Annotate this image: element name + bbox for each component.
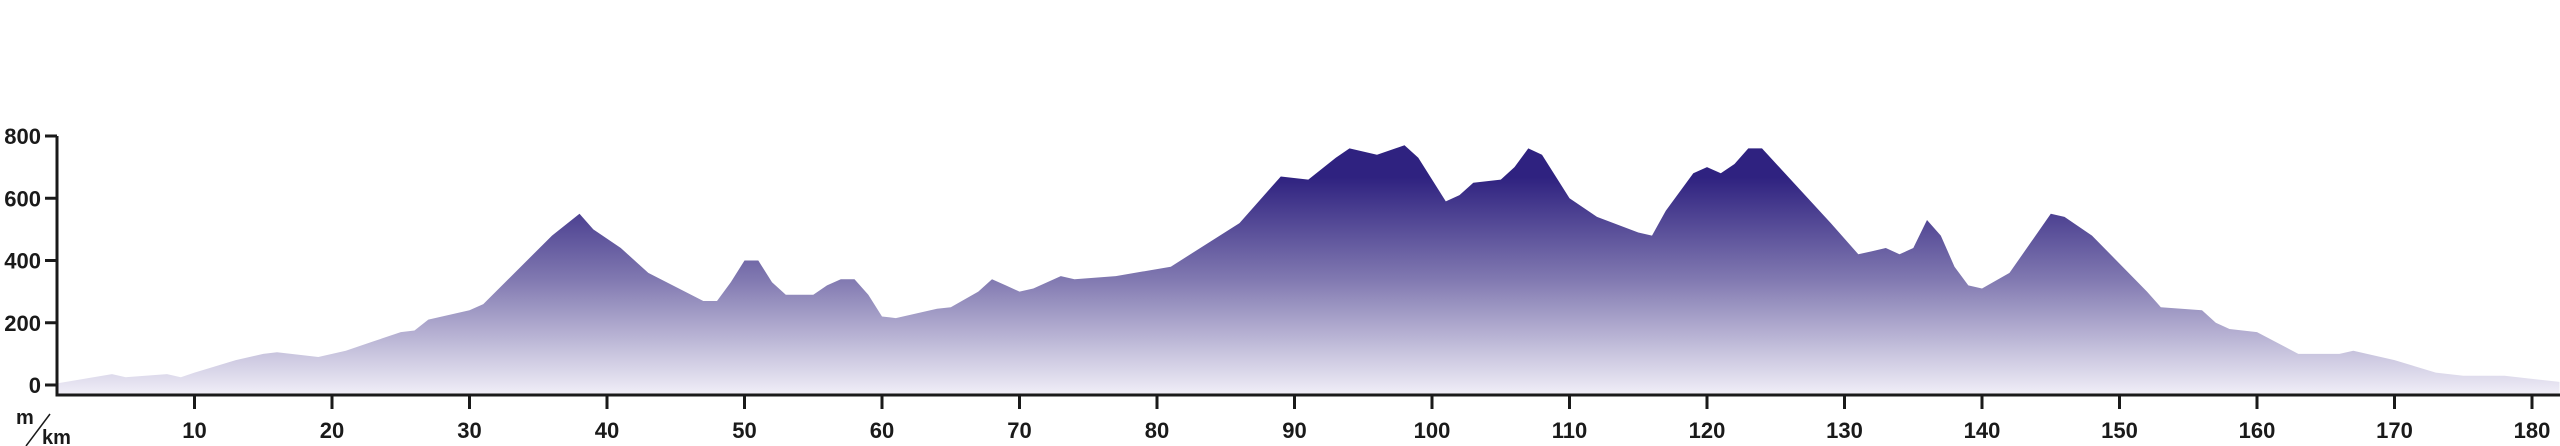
- x-unit-label: km: [42, 427, 71, 446]
- x-tick-label: 50: [732, 418, 756, 443]
- x-tick-label: 130: [1826, 418, 1863, 443]
- x-tick-label: 10: [182, 418, 206, 443]
- x-tick-label: 140: [1964, 418, 2001, 443]
- axes: 0 200 400 600 800 10 20 30 40 50 60 70 80 90 100 110 120…: [4, 124, 2560, 443]
- x-tick-label: 110: [1552, 418, 1588, 443]
- x-tick-label: 150: [2101, 418, 2138, 443]
- elevation-area: [57, 145, 2560, 395]
- y-unit-label: m: [16, 407, 34, 429]
- x-tick-label: 120: [1689, 418, 1726, 443]
- x-tick-label: 20: [320, 418, 344, 443]
- y-tick-label: 400: [4, 249, 41, 274]
- y-tick-label: 200: [4, 311, 41, 336]
- x-tick-label: 70: [1007, 418, 1031, 443]
- x-tick-label: 180: [2514, 418, 2551, 443]
- x-tick-label: 160: [2239, 418, 2276, 443]
- y-tick-label: 600: [4, 186, 41, 211]
- x-tick-label: 30: [457, 418, 481, 443]
- unit-slash: [25, 413, 51, 446]
- y-tick-label: 0: [29, 373, 41, 398]
- y-tick-label: 800: [4, 124, 41, 149]
- x-tick-label: 170: [2376, 418, 2413, 443]
- x-tick-label: 60: [870, 418, 894, 443]
- x-tick-label: 80: [1145, 418, 1169, 443]
- unit-label: m km: [16, 407, 71, 446]
- x-tick-label: 90: [1282, 418, 1306, 443]
- x-tick-label: 40: [595, 418, 619, 443]
- x-tick-label: 100: [1414, 418, 1451, 443]
